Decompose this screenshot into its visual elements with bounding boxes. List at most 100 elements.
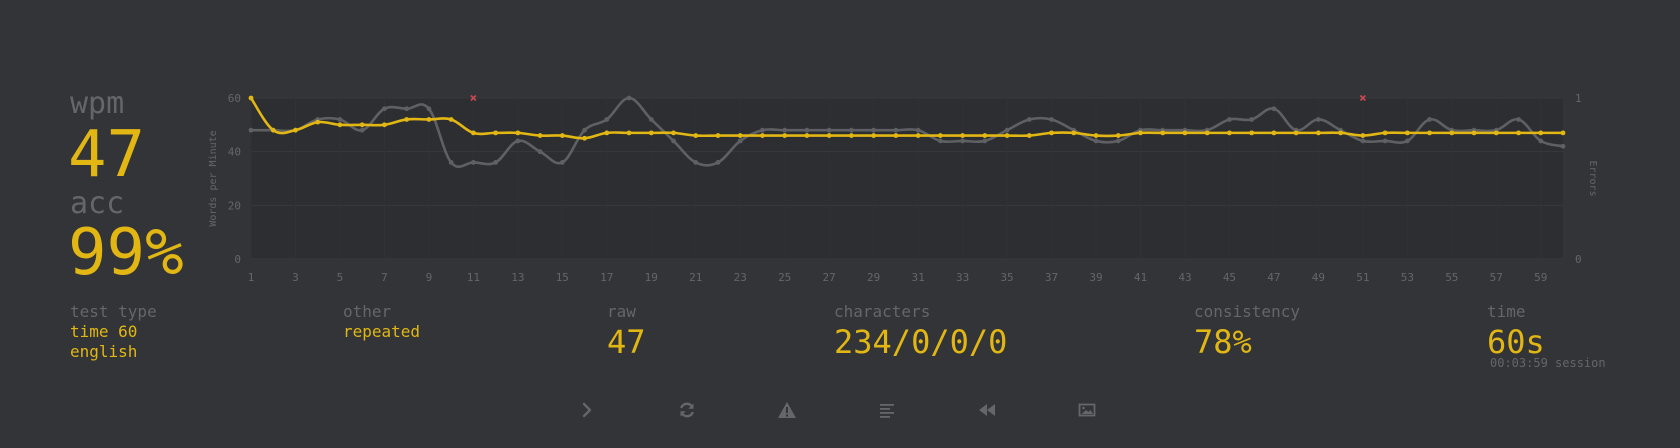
point-wpm [1204,130,1210,136]
point-wpm [1071,130,1077,136]
point-wpm [782,133,788,138]
point-raw [871,127,877,133]
point-wpm [626,130,632,136]
point-raw [470,160,476,165]
point-wpm [337,122,343,128]
point-raw [782,127,788,133]
point-raw [1249,117,1255,122]
point-raw [1049,117,1054,122]
point-raw [715,160,721,165]
x-tick-label: 57 [1490,271,1503,284]
point-wpm [1293,130,1299,136]
test-type-value-language: english [70,342,138,361]
point-raw [626,95,632,101]
point-wpm [1427,130,1432,136]
point-wpm [1271,130,1277,136]
point-raw [960,138,965,144]
x-tick-label: 33 [956,271,969,284]
point-raw [493,160,499,165]
x-tick-label: 9 [426,271,433,284]
point-wpm [515,130,521,136]
replay-button[interactable] [974,398,1000,422]
point-wpm [715,133,721,138]
point-raw [537,149,543,155]
error-marker [1359,94,1366,102]
y-tick-label: 0 [234,253,241,266]
point-wpm [648,130,654,136]
point-raw [693,160,699,165]
point-wpm [937,133,943,138]
raw-group: raw 47 [607,302,646,360]
point-wpm [849,133,854,138]
raw-value: 47 [607,323,646,361]
align-left-icon [880,404,894,418]
x-tick-label: 43 [1178,271,1191,284]
x-tick-label: 41 [1134,271,1147,284]
report-button[interactable] [774,398,800,422]
error-marker [470,94,477,102]
characters-group: characters 234/0/0/0 [834,302,1007,360]
test-type-group: test type time 60 english [70,302,157,362]
point-wpm [248,95,254,101]
point-wpm [1115,133,1121,138]
point-raw [248,127,254,133]
point-wpm [493,130,499,136]
point-raw [648,117,654,122]
x-tick-label: 21 [689,271,702,284]
y-tick-label: 20 [228,199,241,212]
point-wpm [559,133,565,138]
point-raw [804,127,810,133]
raw-label: raw [607,302,636,321]
screenshot-button[interactable] [1074,398,1100,422]
x-tick-label: 53 [1401,271,1414,284]
consistency-label: consistency [1194,302,1300,321]
x-tick-label: 45 [1223,271,1236,284]
point-raw [1516,117,1521,122]
point-raw [359,127,365,133]
point-raw [1560,143,1566,149]
point-wpm [1560,130,1566,136]
next-test-button[interactable] [574,398,600,422]
image-icon [1078,403,1096,417]
point-raw [893,127,899,133]
x-tick-label: 29 [867,271,880,284]
x-tick-label: 13 [511,271,524,284]
point-wpm [1538,130,1544,136]
point-wpm [1315,130,1321,136]
time-label: time [1487,302,1526,321]
result-actions [0,398,1680,422]
x-tick-label: 25 [778,271,791,284]
point-raw [382,106,387,112]
x-tick-label: 47 [1267,271,1280,284]
point-wpm [1338,130,1344,136]
time-value: 60s [1487,323,1545,361]
point-raw [982,138,988,144]
characters-value: 234/0/0/0 [834,323,1008,361]
backward-icon [979,404,995,416]
point-wpm [1227,130,1232,136]
point-wpm [404,117,410,122]
point-wpm [1049,130,1054,136]
x-tick-label: 5 [337,271,344,284]
point-raw [1115,138,1121,144]
x-tick-label: 39 [1089,271,1102,284]
point-raw [760,127,765,133]
word-history-button[interactable] [874,398,900,422]
point-raw [1360,138,1366,144]
point-wpm [1160,130,1166,136]
point-wpm [537,133,543,138]
point-wpm [804,133,810,138]
point-raw [337,117,343,122]
point-raw [1271,106,1277,112]
acc-label: acc [70,186,125,221]
point-raw [582,127,587,133]
point-raw [1427,117,1432,122]
point-wpm [1182,130,1188,136]
acc-value: 99% [68,216,184,290]
point-wpm [470,130,476,136]
refresh-icon [680,402,694,418]
point-raw [915,127,921,133]
restart-button[interactable] [674,398,700,422]
y-tick-label: 40 [228,146,241,159]
point-raw [426,106,432,112]
